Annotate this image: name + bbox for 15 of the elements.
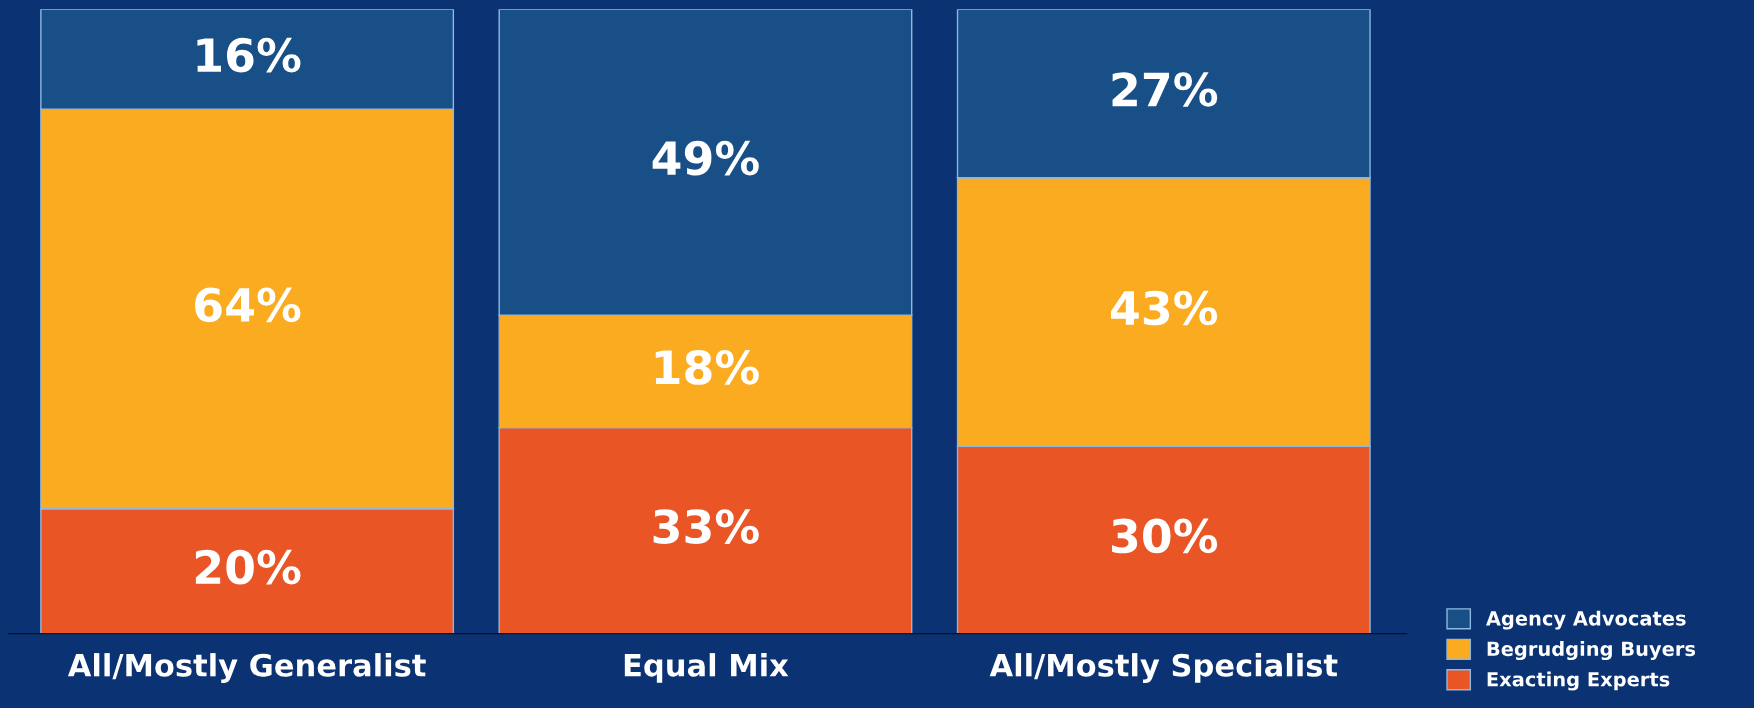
legend-label: Begrudging Buyers [1487, 641, 1696, 661]
data-label: 33% [653, 509, 759, 544]
data-label: 43% [1111, 290, 1218, 326]
data-label: 64% [195, 287, 301, 323]
data-label: 18% [655, 350, 759, 385]
data-label: 49% [652, 140, 759, 176]
legend-label: Agency Advocates [1485, 610, 1686, 630]
data-label: 30% [1112, 518, 1218, 554]
data-label: 16% [197, 37, 301, 73]
x-tick-label: All/Mostly Specialist [989, 653, 1338, 683]
data-label: 20% [195, 549, 301, 585]
x-tick-label: Equal Mix [624, 653, 789, 683]
x-tick-label: All/Mostly Generalist [67, 653, 426, 683]
legend-label: Exacting Experts [1487, 671, 1670, 691]
data-label: 27% [1112, 72, 1218, 107]
